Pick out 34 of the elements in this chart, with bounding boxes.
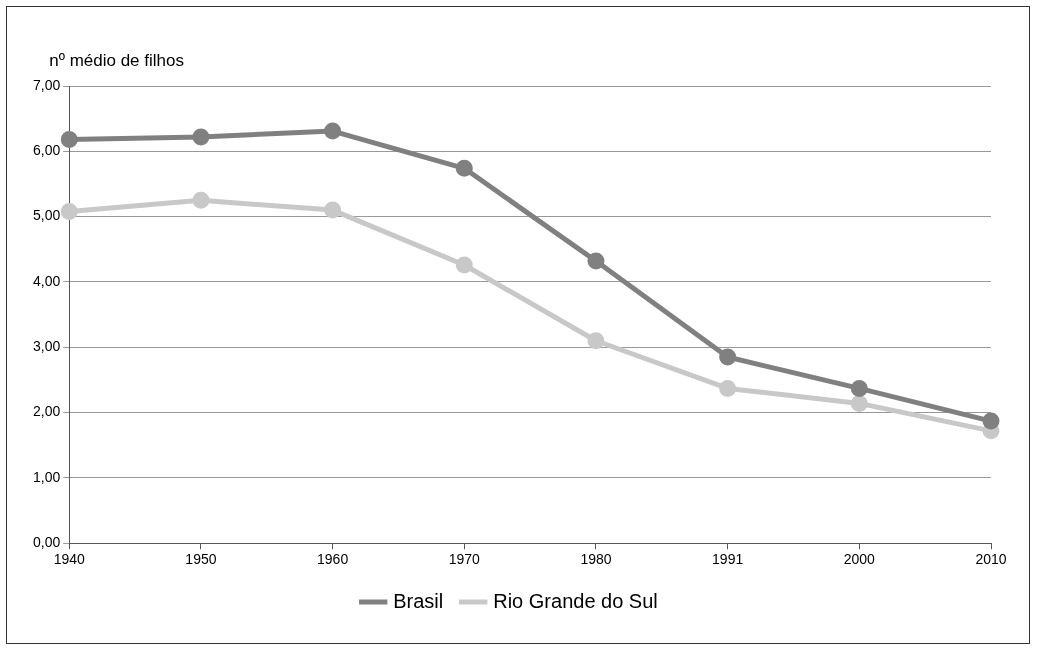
x-tick-label: 2000 [843,551,876,568]
point [587,332,605,350]
point [60,202,78,220]
point [850,379,868,397]
y-tick-label: 0,00 [33,534,61,551]
point [850,394,868,412]
x-tick-label: 1991 [712,551,744,568]
point [324,122,342,140]
point [324,201,342,219]
y-tick-label: 5,00 [33,207,61,224]
point [455,256,473,274]
point [587,252,605,270]
point [192,128,210,146]
legend-label: Rio Grande do Sul [493,589,658,612]
legend-label: Brasil [393,589,444,612]
x-tick-label: 1980 [580,551,612,568]
point [719,379,737,397]
y-tick-label: 6,00 [33,142,61,159]
y-axis-title: nº médio de filhos [49,51,184,71]
point [455,159,473,177]
x-tick-label: 1940 [53,551,86,568]
x-tick-label: 1970 [448,551,481,568]
y-tick-label: 4,00 [33,272,61,289]
y-tick-label: 2,00 [33,403,61,420]
x-tick-label: 1950 [185,551,217,568]
x-tick-label: 1960 [317,551,349,568]
y-tick-label: 1,00 [33,468,61,485]
x-tick-label: 2010 [975,551,1007,568]
y-tick-label: 3,00 [33,338,61,355]
y-tick-label: 7,00 [33,76,61,93]
point [982,412,1000,430]
point [192,191,210,209]
point [719,348,737,366]
point [60,131,78,149]
